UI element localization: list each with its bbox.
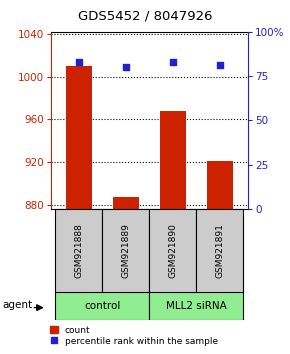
FancyBboxPatch shape (55, 209, 102, 292)
Text: GSM921890: GSM921890 (168, 223, 177, 278)
Point (124, 64, 128, 70)
Bar (207, 161, 233, 209)
Legend: count, percentile rank within the sample: count, percentile rank within the sample (50, 325, 219, 347)
FancyBboxPatch shape (149, 209, 196, 292)
Text: control: control (84, 301, 121, 311)
Bar (113, 197, 139, 209)
Point (77, 59, 81, 65)
FancyBboxPatch shape (55, 292, 149, 320)
Text: GSM921888: GSM921888 (75, 223, 84, 278)
Bar (160, 111, 186, 209)
Point (171, 59, 175, 65)
FancyBboxPatch shape (196, 209, 243, 292)
FancyBboxPatch shape (149, 292, 243, 320)
Text: agent: agent (3, 300, 33, 310)
Text: MLL2 siRNA: MLL2 siRNA (166, 301, 227, 311)
Bar (66, 66, 92, 209)
Point (218, 63, 222, 68)
FancyBboxPatch shape (102, 209, 149, 292)
Text: GSM921891: GSM921891 (215, 223, 224, 278)
Text: GDS5452 / 8047926: GDS5452 / 8047926 (78, 10, 212, 22)
Text: GSM921889: GSM921889 (122, 223, 130, 278)
